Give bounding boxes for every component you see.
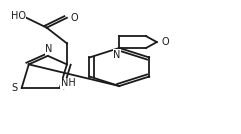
Text: O: O xyxy=(70,13,78,23)
Text: N: N xyxy=(45,44,53,54)
Text: O: O xyxy=(161,37,169,47)
Text: NH: NH xyxy=(61,78,75,88)
Text: N: N xyxy=(113,50,120,59)
Text: HO: HO xyxy=(11,12,26,21)
Text: S: S xyxy=(11,83,18,93)
